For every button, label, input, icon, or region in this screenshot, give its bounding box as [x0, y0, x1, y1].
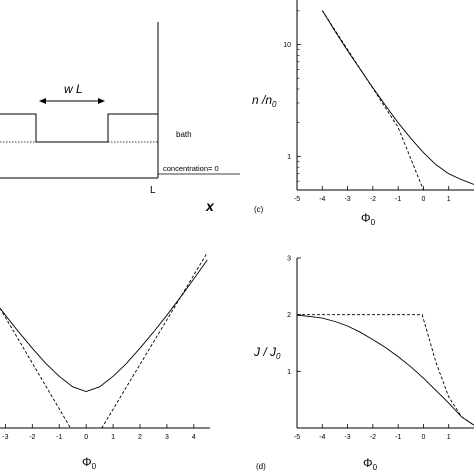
panel-b: -3 -2 -1 0 1 2 3 4 Φ0 [0, 252, 210, 471]
series-dashed-line [321, 10, 474, 191]
x-tick-label: -5 [294, 434, 300, 441]
x-tick-label: -5 [294, 196, 300, 203]
panel-c-ylabel: n /n0 [252, 93, 277, 109]
x-tick-label: -4 [319, 196, 325, 203]
panel-c-series [321, 10, 474, 191]
x-tick-label: -2 [370, 196, 376, 203]
series-solid-line [0, 259, 208, 392]
bath-label: bath [176, 130, 192, 139]
panel-d-ylabel: J / J0 [253, 345, 281, 361]
panel-d-xticks: -5 -4 -3 -2 -1 0 1 [294, 424, 451, 441]
panel-d-label: (d) [256, 462, 266, 471]
panel-c: -5 -4 -3 -2 -1 0 1 110 n /n0 Φ0 (c) [252, 0, 474, 227]
panel-b-xticks: -3 -2 -1 0 1 2 3 4 [2, 424, 196, 441]
panel-c-label: (c) [254, 205, 264, 214]
x-tick-label: -1 [56, 434, 62, 441]
width-label: w L [64, 82, 83, 96]
panel-b-xlabel-main: Φ [82, 455, 92, 469]
concentration-label: concentration= 0 [163, 164, 219, 173]
x-axis-label: x [205, 198, 215, 214]
x-tick-label: 0 [84, 434, 88, 441]
x-tick-label: -1 [395, 196, 401, 203]
y-tick-label: 1 [287, 154, 291, 161]
x-tick-label: -1 [395, 434, 401, 441]
panel-d-ylabel-sub: 0 [276, 352, 281, 361]
y-tick-label: 1 [287, 369, 291, 376]
x-tick-label: 1 [447, 196, 451, 203]
panel-b-xlabel: Φ0 [82, 455, 97, 471]
y-tick-label: 10 [283, 42, 291, 49]
x-tick-label: 3 [165, 434, 169, 441]
x-tick-label: -2 [370, 434, 376, 441]
series-dashed-line [297, 314, 474, 426]
y-tick-label: 2 [287, 312, 291, 319]
panel-c-ylabel-main: n /n [252, 93, 272, 107]
x-tick-label: -3 [344, 196, 350, 203]
panel-d-xlabel: Φ0 [363, 456, 378, 472]
arrow-right-head [98, 98, 105, 104]
series-dashed-line [0, 252, 208, 429]
panel-c-xlabel: Φ0 [361, 211, 376, 227]
x-tick-label: -3 [2, 434, 8, 441]
panel-c-ylabel-sub: 0 [272, 100, 277, 109]
x-tick-label: -2 [29, 434, 35, 441]
panel-b-series [0, 252, 208, 429]
panel-c-xlabel-main: Φ [361, 211, 371, 225]
x-tick-label: 2 [138, 434, 142, 441]
y-tick-label: 3 [287, 256, 291, 263]
panel-b-xlabel-sub: 0 [92, 462, 97, 471]
series-solid-line [321, 10, 474, 185]
x-tick-label: 1 [447, 434, 451, 441]
x-tick-label: -4 [319, 434, 325, 441]
panel-d-series [296, 314, 474, 426]
x-tick-label: 1 [111, 434, 115, 441]
panel-d-xlabel-sub: 0 [373, 463, 378, 472]
L-label: L [150, 185, 156, 196]
panel-a-diagram: w L bath concentration= 0 L x [0, 22, 240, 214]
series-solid-line [296, 314, 474, 426]
x-tick-label: -3 [344, 434, 350, 441]
panel-c-xlabel-sub: 0 [371, 218, 376, 227]
x-tick-label: 0 [421, 434, 425, 441]
panel-c-yticks: 1 10 [283, 10, 301, 182]
x-tick-label: 0 [421, 196, 425, 203]
x-tick-label: 4 [192, 434, 196, 441]
arrow-left-head [39, 98, 46, 104]
panel-d-xlabel-main: Φ [363, 456, 373, 470]
profile-line [0, 113, 158, 143]
panel-d: -5 -4 -3 -2 -1 0 1 123 J / J0 Φ0 (d) [253, 256, 474, 472]
panel-c-xticks: -5 -4 -3 -2 -1 0 1 [294, 186, 451, 203]
panel-d-ylabel-main: J / J [253, 345, 277, 359]
